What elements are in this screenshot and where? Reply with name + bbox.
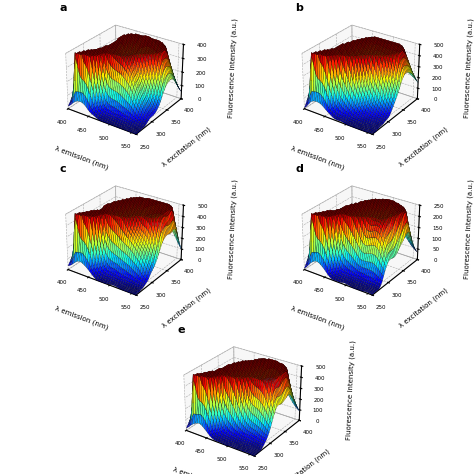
X-axis label: λ emission (nm): λ emission (nm)	[290, 145, 345, 171]
Text: c: c	[59, 164, 66, 174]
Y-axis label: λ excitation (nm): λ excitation (nm)	[398, 126, 449, 168]
Y-axis label: λ excitation (nm): λ excitation (nm)	[162, 126, 212, 168]
X-axis label: λ emission (nm): λ emission (nm)	[172, 466, 227, 474]
Y-axis label: λ excitation (nm): λ excitation (nm)	[162, 287, 212, 329]
Text: e: e	[177, 325, 185, 335]
Text: b: b	[296, 3, 303, 13]
Y-axis label: λ excitation (nm): λ excitation (nm)	[280, 447, 330, 474]
Text: d: d	[296, 164, 303, 174]
Text: a: a	[59, 3, 67, 13]
X-axis label: λ emission (nm): λ emission (nm)	[54, 305, 109, 331]
Y-axis label: λ excitation (nm): λ excitation (nm)	[398, 287, 449, 329]
X-axis label: λ emission (nm): λ emission (nm)	[54, 145, 109, 171]
X-axis label: λ emission (nm): λ emission (nm)	[290, 305, 345, 331]
